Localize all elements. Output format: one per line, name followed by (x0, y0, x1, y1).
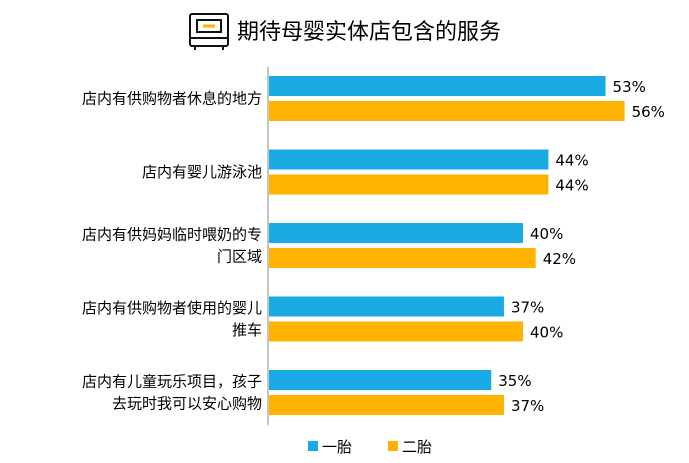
legend-label-1: 二胎 (402, 438, 432, 456)
category-label-2-0: 店内有供妈妈临时喂奶的专 (82, 226, 262, 244)
bar-0-1 (269, 101, 625, 121)
chart-title: 期待母婴实体店包含的服务 (237, 20, 501, 45)
data-label-4-0: 35% (498, 372, 531, 390)
category-label-2-1: 门区域 (217, 248, 262, 266)
bar-1-0 (269, 149, 549, 170)
category-label-1-0: 店内有婴儿游泳池 (142, 163, 262, 181)
data-label-4-1: 37% (511, 397, 544, 415)
data-label-1-1: 44% (555, 177, 588, 195)
bar-4-0 (269, 370, 492, 390)
bar-4-1 (269, 395, 504, 415)
data-label-2-0: 40% (530, 225, 563, 243)
bar-3-1 (269, 321, 523, 342)
category-label-4-0: 店内有儿童玩乐项目，孩子 (82, 373, 262, 391)
bar-2-1 (269, 248, 536, 268)
category-label-4-1: 去玩时我可以安心购物 (112, 395, 262, 413)
data-label-0-1: 56% (632, 103, 665, 121)
data-label-3-0: 37% (511, 299, 544, 317)
category-label-3-1: 推车 (232, 321, 262, 339)
category-label-0-0: 店内有供购物者休息的地方 (82, 90, 262, 108)
bar-2-0 (269, 223, 523, 243)
data-label-2-1: 42% (543, 250, 576, 268)
data-label-1-0: 44% (555, 152, 588, 170)
data-label-0-0: 53% (613, 78, 646, 96)
data-label-3-1: 40% (530, 324, 563, 342)
legend-label-0: 一胎 (322, 438, 352, 456)
legend-swatch-1 (388, 441, 398, 451)
category-label-3-0: 店内有供购物者使用的婴儿 (82, 299, 262, 317)
bar-1-1 (269, 174, 549, 195)
bar-0-0 (269, 76, 606, 96)
legend-swatch-0 (308, 441, 318, 451)
bar-3-0 (269, 296, 504, 317)
sofa-icon (189, 13, 229, 50)
